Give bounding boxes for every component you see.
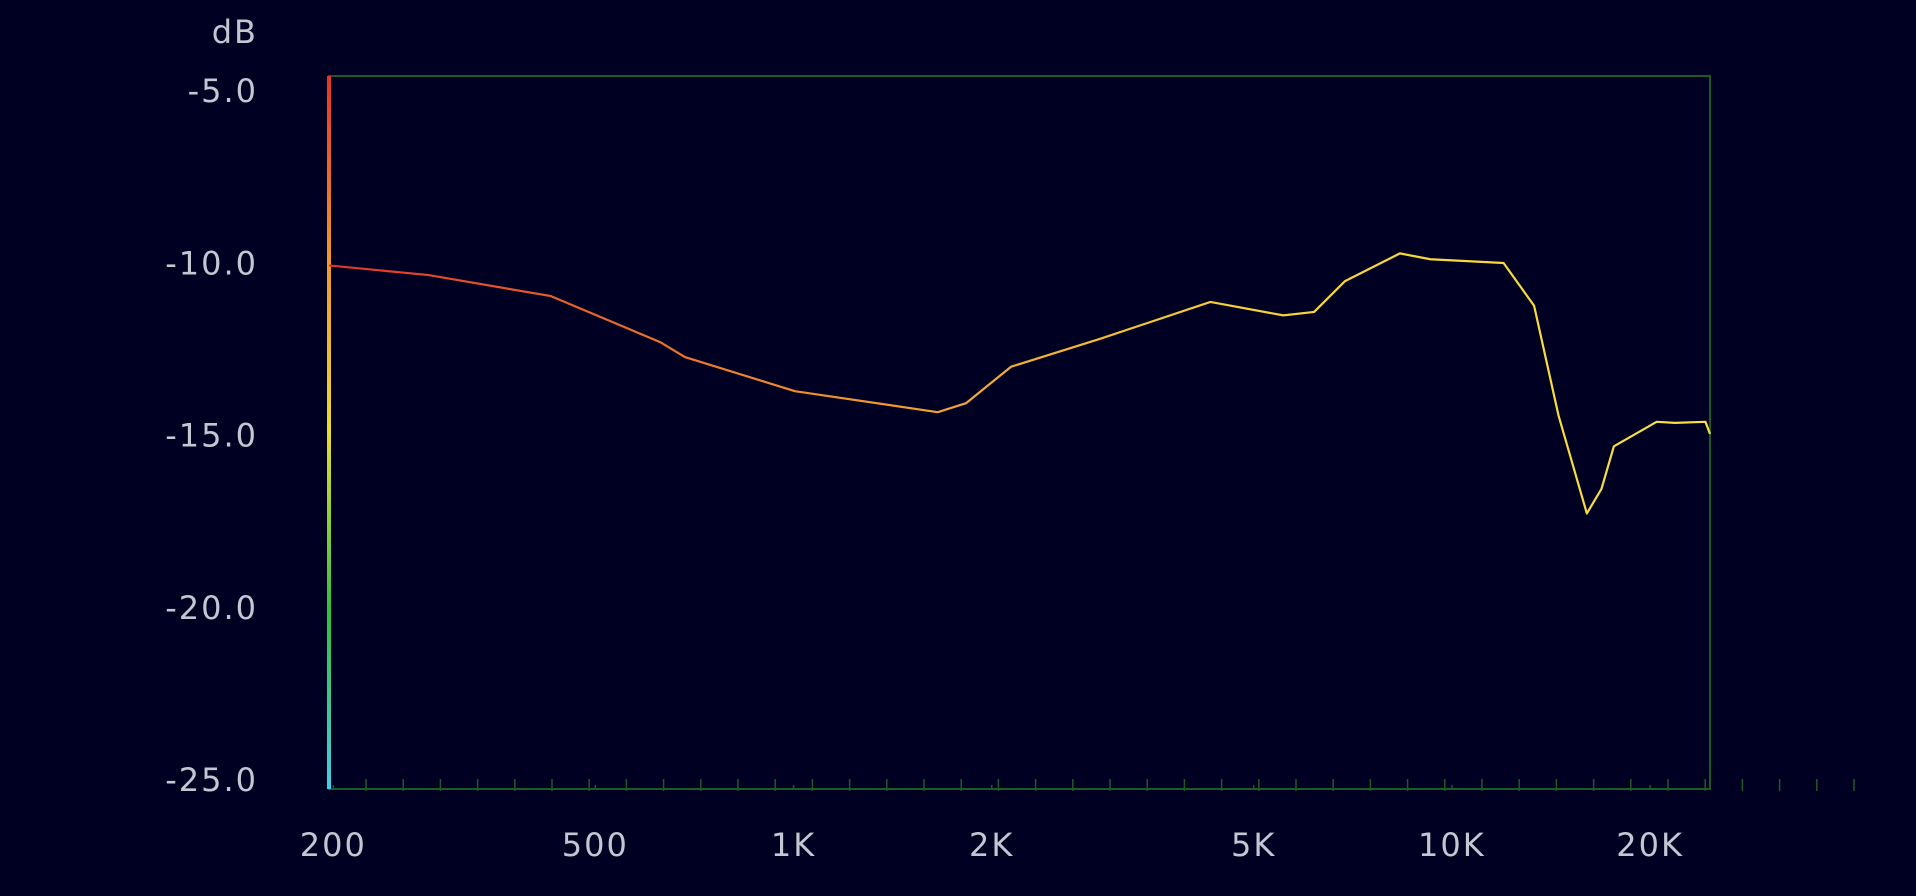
y-tick-label: -15.0	[165, 417, 258, 455]
y-axis-label: dB	[212, 13, 258, 51]
y-tick-label: -5.0	[188, 72, 258, 110]
x-tick-label: 20K	[1616, 826, 1684, 864]
color-scale-bar	[327, 76, 331, 789]
x-tick-label: 1K	[771, 826, 816, 864]
x-tick-label: 10K	[1418, 826, 1486, 864]
y-tick-label: -10.0	[165, 244, 258, 282]
x-tick-label: 5K	[1231, 826, 1276, 864]
response-curve	[328, 252, 1712, 515]
y-tick-label: -20.0	[165, 589, 258, 627]
x-tick-label: 2K	[969, 826, 1014, 864]
x-tick-label: 500	[562, 826, 629, 864]
x-tick-label: 200	[300, 826, 367, 864]
y-tick-label: -25.0	[165, 761, 258, 799]
